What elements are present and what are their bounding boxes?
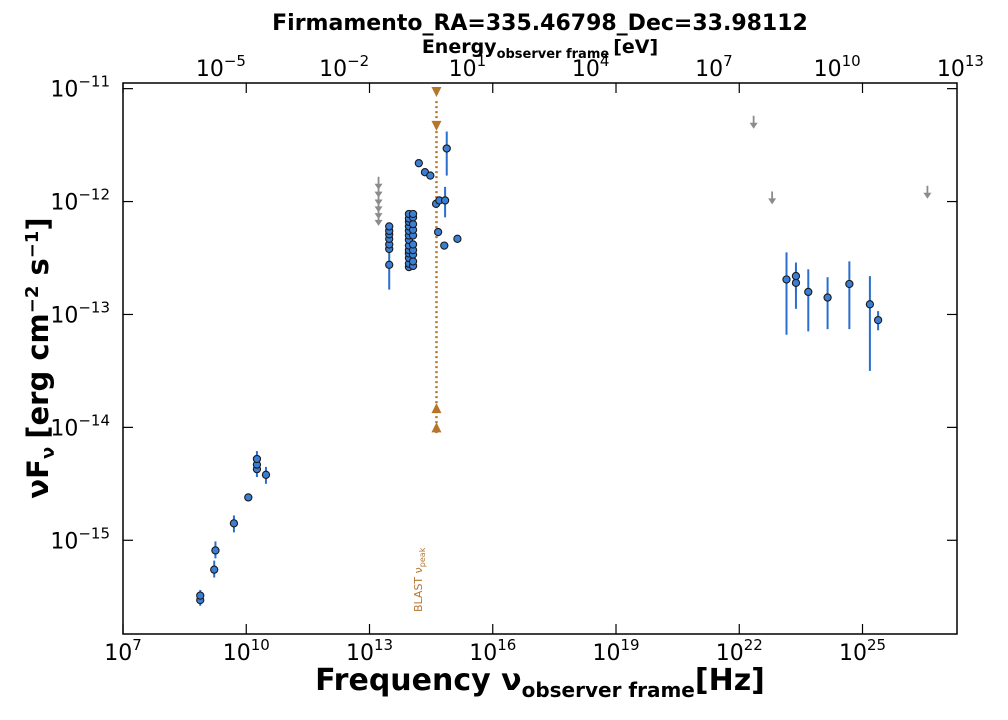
y-axis-label: νFν[erg cm−2 s−1]	[21, 217, 59, 498]
data-point	[414, 159, 423, 168]
data-point	[873, 315, 883, 325]
data-point	[845, 279, 854, 289]
upper-limit-arrow	[374, 219, 383, 226]
x-tick-label: 1019	[592, 636, 639, 666]
y-tick-label: 10−15	[50, 524, 110, 554]
y-tick-label: 10−14	[50, 411, 110, 441]
data-point	[440, 196, 450, 205]
x-tick-label: 1025	[839, 636, 886, 666]
upper-limit-arrow	[923, 192, 932, 199]
y-tick-label: 10−13	[50, 298, 110, 328]
plot-frame	[122, 82, 958, 635]
data-point	[865, 300, 875, 309]
x-tick-label: 1013	[346, 636, 393, 666]
data-points	[196, 115, 932, 606]
top-tick-label: 10−5	[196, 52, 246, 82]
peak-triangle-up	[431, 422, 442, 433]
data-point	[408, 240, 418, 249]
data-point	[385, 260, 394, 269]
x-tick-label: 107	[104, 636, 142, 666]
data-point	[782, 275, 791, 284]
data-point	[196, 591, 205, 600]
data-point	[791, 278, 801, 288]
data-point	[426, 171, 435, 180]
top-tick-label: 104	[572, 52, 610, 82]
top-tick-label: 1010	[814, 52, 861, 82]
x-tick-label: 1016	[469, 636, 516, 666]
upper-limit-arrow	[768, 198, 777, 205]
data-point	[442, 144, 451, 153]
data-point	[823, 293, 832, 302]
data-point	[804, 287, 813, 297]
data-point	[408, 257, 418, 266]
data-point	[229, 519, 239, 528]
chart-title: Firmamento_RA=335.46798_Dec=33.98112	[272, 11, 808, 36]
data-point	[385, 222, 394, 231]
y-tick-label: 10−11	[50, 73, 110, 103]
data-point	[408, 209, 418, 219]
x-axis-label: Frequency νobserver frame[Hz]	[315, 663, 765, 702]
peak-triangle-down	[431, 87, 442, 98]
data-point	[261, 470, 271, 479]
peak-label: BLAST νpeak	[412, 547, 427, 612]
axis-ticks: 107 1010 1013 1016 1019 1022 1025 10−5 10−2 101 10…	[50, 52, 984, 666]
top-axis-label: Energyobserver frame [eV]	[422, 36, 658, 62]
data-point	[408, 219, 418, 229]
data-point	[210, 565, 219, 574]
peak-triangle-up	[431, 403, 442, 414]
upper-limit-arrow	[749, 122, 758, 129]
peak-triangle-down	[431, 120, 442, 131]
peak-marker	[431, 87, 442, 436]
top-tick-label: 10−2	[319, 52, 369, 82]
data-point	[244, 493, 253, 502]
x-tick-label: 1022	[716, 636, 763, 666]
data-point	[211, 546, 220, 555]
top-tick-label: 101	[449, 52, 487, 82]
data-point	[252, 454, 262, 464]
top-tick-label: 1013	[937, 52, 984, 82]
x-tick-label: 1010	[223, 636, 270, 666]
data-point	[453, 234, 462, 243]
data-point	[433, 227, 443, 237]
top-tick-label: 107	[695, 52, 733, 82]
data-point	[440, 241, 449, 250]
data-point	[791, 271, 801, 281]
y-tick-label: 10−12	[50, 186, 110, 216]
